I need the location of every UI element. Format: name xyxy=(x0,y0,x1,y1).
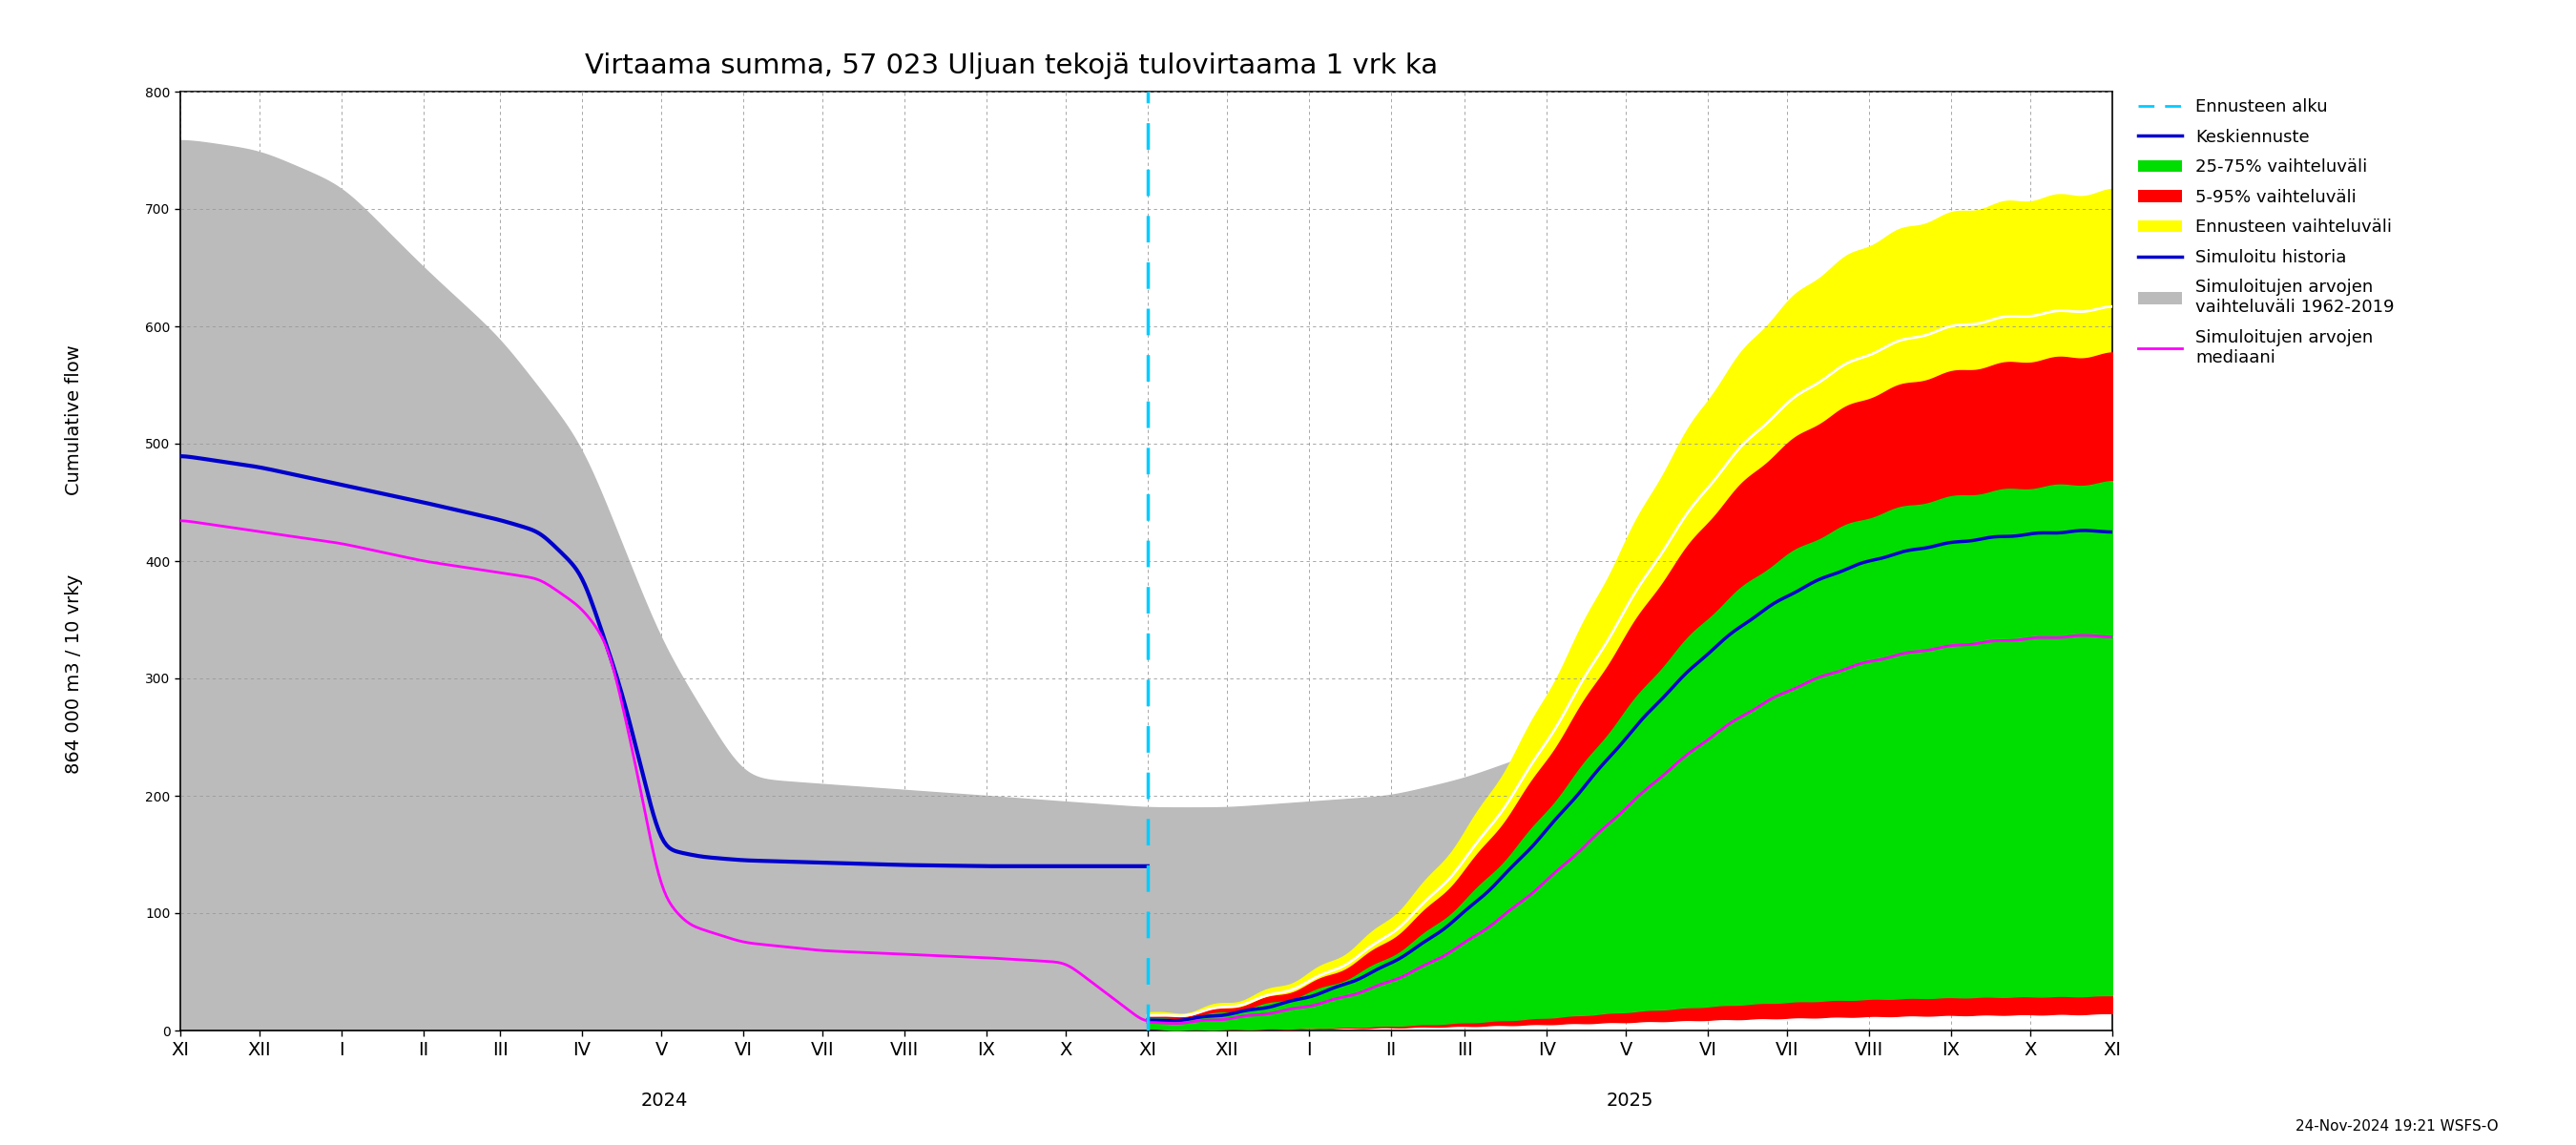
Legend: Ennusteen alku, Keskiennuste, 25-75% vaihteluväli, 5-95% vaihteluväli, Ennusteen: Ennusteen alku, Keskiennuste, 25-75% vai… xyxy=(2133,92,2401,373)
Text: 864 000 m3 / 10 vrky: 864 000 m3 / 10 vrky xyxy=(64,574,82,774)
Text: 2025: 2025 xyxy=(1607,1091,1654,1110)
Text: Cumulative flow: Cumulative flow xyxy=(64,345,82,496)
Text: 24-Nov-2024 19:21 WSFS-O: 24-Nov-2024 19:21 WSFS-O xyxy=(2295,1120,2499,1134)
Text: 2024: 2024 xyxy=(641,1091,688,1110)
Title: Virtaama summa, 57 023 Uljuan tekojä tulovirtaama 1 vrk ka: Virtaama summa, 57 023 Uljuan tekojä tul… xyxy=(585,52,1437,79)
